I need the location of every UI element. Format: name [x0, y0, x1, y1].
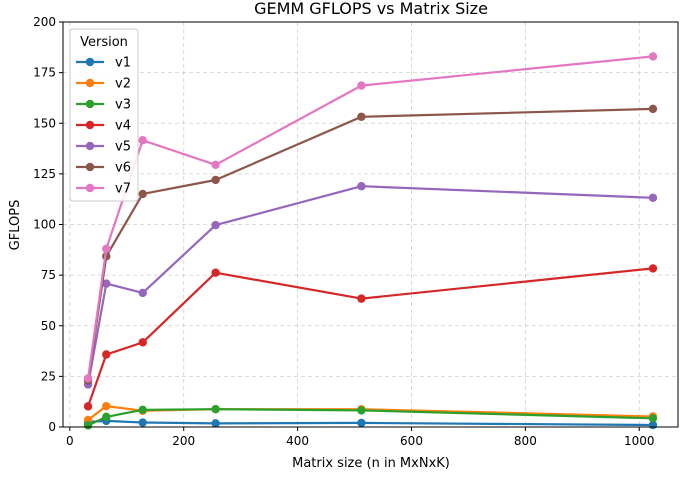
data-point-v4 — [138, 338, 147, 347]
x-tick-label: 200 — [172, 434, 195, 448]
y-tick-label: 200 — [33, 15, 56, 29]
x-tick-label: 0 — [66, 434, 74, 448]
data-point-v1 — [357, 418, 366, 428]
axis-layer: 0 200 400 600 800 1000 0 25 50 75 100 125 150 175 200 — [33, 15, 654, 448]
data-point-v1 — [138, 418, 147, 427]
legend-marker-v5 — [85, 141, 95, 151]
data-point-v4 — [211, 268, 220, 277]
grid-layer — [63, 21, 678, 428]
data-point-v3 — [211, 404, 220, 414]
series-v7 — [83, 52, 658, 383]
x-tick-label: 1000 — [624, 434, 655, 448]
data-point-v7 — [102, 244, 111, 253]
y-tick-label: 100 — [33, 218, 56, 232]
legend-label-v1: v1 — [115, 56, 131, 71]
series-v1 — [83, 416, 658, 430]
data-point-v7 — [648, 52, 658, 61]
series-v5 — [83, 182, 658, 389]
data-point-v5 — [357, 182, 366, 191]
series-line-v5 — [87, 185, 653, 385]
data-point-v6 — [357, 112, 366, 121]
legend-marker-v2 — [85, 78, 95, 88]
data-point-v5 — [138, 288, 147, 298]
legend-marker-v4 — [85, 120, 95, 130]
y-tick-label: 125 — [33, 167, 56, 181]
x-tick-label: 400 — [286, 434, 309, 448]
y-tick-label: 50 — [41, 319, 56, 333]
legend-label-v5: v5 — [115, 140, 131, 155]
data-point-v6 — [138, 189, 147, 199]
legend-marker-v1 — [85, 57, 95, 67]
data-point-v4 — [648, 264, 658, 273]
data-point-v6 — [211, 175, 220, 185]
y-tick-label: 0 — [48, 420, 56, 434]
chart-title: GEMM GFLOPS vs Matrix Size — [254, 0, 488, 18]
x-tick-label: 800 — [514, 434, 537, 448]
legend-entries: v1 v2 v3 v4 v5 v6 v7 — [76, 56, 131, 197]
data-point-v4 — [83, 402, 93, 411]
data-point-v5 — [648, 193, 658, 202]
data-point-v7 — [83, 374, 93, 383]
legend-marker-v3 — [85, 99, 95, 109]
legend-label-v2: v2 — [115, 77, 131, 92]
series-line-v4 — [87, 267, 654, 407]
legend: Version v1 v2 v3 v4 v5 v6 v7 — [69, 28, 139, 202]
data-point-v3 — [102, 412, 111, 422]
data-point-v1 — [211, 419, 220, 428]
legend-title: Version — [80, 35, 128, 50]
data-point-v3 — [83, 421, 93, 430]
x-axis-label: Matrix size (n in MxNxK) — [292, 456, 450, 471]
data-point-v5 — [102, 279, 111, 288]
y-axis-label: GFLOPS — [8, 200, 23, 251]
series-line-v2 — [87, 405, 653, 421]
series-line-v1 — [88, 419, 653, 427]
y-tick-label: 150 — [33, 116, 56, 130]
series-layer — [83, 52, 658, 430]
data-point-v5 — [211, 220, 220, 230]
legend-label-v4: v4 — [115, 119, 131, 134]
data-point-v4 — [102, 350, 111, 359]
data-point-v6 — [648, 104, 658, 114]
data-point-v3 — [138, 405, 147, 414]
y-tick-label: 25 — [41, 369, 56, 383]
data-point-v3 — [357, 406, 366, 415]
x-tick-label: 600 — [400, 434, 423, 448]
data-point-v7 — [211, 160, 220, 169]
series-v6 — [83, 104, 658, 385]
data-point-v7 — [357, 81, 366, 90]
series-line-v7 — [87, 55, 654, 379]
legend-box — [69, 28, 139, 202]
data-point-v2 — [102, 401, 111, 411]
data-point-v3 — [648, 414, 658, 423]
legend-marker-v6 — [85, 162, 95, 172]
legend-label-v6: v6 — [115, 161, 131, 176]
y-tick-label: 75 — [41, 268, 56, 282]
data-point-v4 — [357, 294, 366, 303]
legend-marker-v7 — [85, 183, 95, 193]
series-v4 — [83, 264, 658, 411]
legend-label-v7: v7 — [115, 182, 131, 197]
data-point-v7 — [138, 136, 147, 145]
series-v3 — [83, 404, 658, 430]
y-tick-label: 175 — [33, 66, 56, 80]
legend-label-v3: v3 — [115, 98, 131, 113]
series-v2 — [83, 401, 658, 425]
